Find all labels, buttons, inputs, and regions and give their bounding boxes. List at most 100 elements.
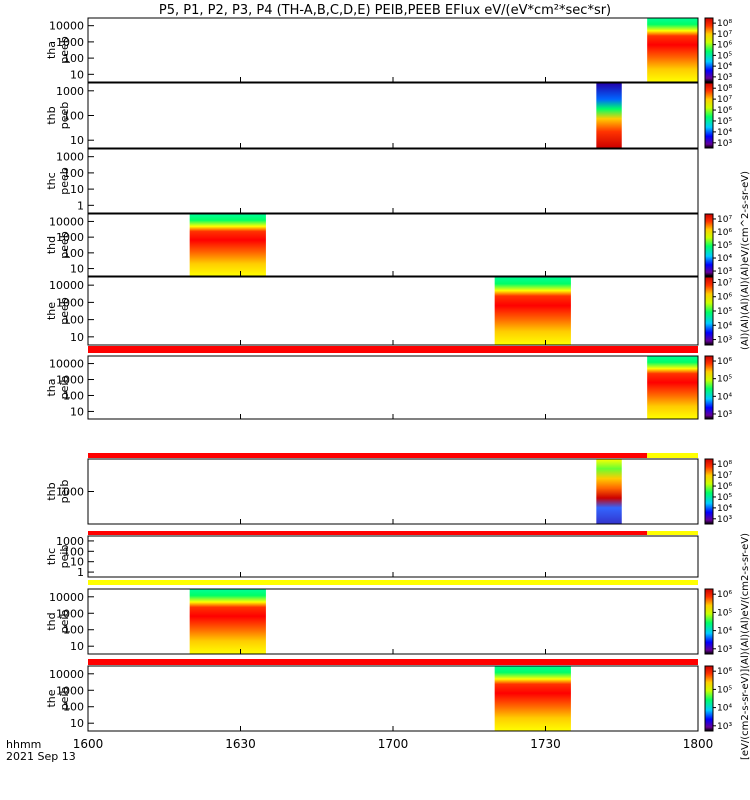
colorbar [704,276,714,346]
panel-thc-peeb: 1 10 100 1000 thc peeb [45,148,699,214]
colorbar-tick-label: 10⁴ [717,128,732,138]
colorbar-tick-label: 10⁸ [717,19,732,29]
colorbar-tick-label: 10⁶ [717,41,732,51]
y-tick-label: 100 [63,110,84,123]
y-tick-label: 10 [70,331,84,344]
colorbar-tick-label: 10⁴ [717,627,732,637]
panel-frame [87,276,699,346]
status-bar-yellow [647,531,698,535]
x-tick-label: 1630 [225,737,256,751]
spectrogram-block [596,83,622,148]
spectrogram-block [647,356,698,419]
panel-frame [87,17,699,83]
panel-frame [87,665,699,732]
colorbar-tick-label: 10⁷ [717,95,732,105]
status-bar-red [88,659,698,665]
colorbar-tick-label: 10³ [717,645,732,655]
colorbar-tick-label: 10⁶ [717,590,732,600]
panel-ylabel: peeb [58,231,71,259]
y-tick-label: 10000 [49,668,84,681]
colorbar-tick-label: 10⁶ [717,482,732,492]
y-tick-label: 1000 [56,486,84,499]
panel-thd-peib: 10 100 1000 10000 thd peib 10³ 10⁴ 10⁵ 10⁶ [45,580,732,655]
panel-ylabel: tha [45,378,58,396]
colorbar [704,458,714,525]
colorbar-tick-label: 10⁵ [717,51,732,61]
colorbar-tick-label: 10⁵ [717,307,732,317]
y-tick-label: 1 [77,199,84,212]
y-tick-label: 100 [63,545,84,558]
colorbar-tick-label: 10⁷ [717,30,732,40]
time-axis: 1600 1630 1700 1730 1800 [73,737,714,751]
colorbar-tick-label: 10⁶ [717,293,732,303]
y-tick-label: 10 [70,405,84,418]
panel-frame [87,458,699,525]
colorbar-label-peeb: (Al)(Al)(Al)(Al)(Al)eV/(cm^2-s-sr-eV) [740,171,750,350]
colorbar-tick-label: 10⁵ [717,117,732,127]
x-tick-label: 1700 [378,737,409,751]
y-tick-label: 1000 [56,85,84,98]
spectrogram-block [596,459,622,524]
panel-frame [87,535,699,578]
colorbar-tick-label: 10³ [717,336,732,346]
colorbar-tick-label: 10⁶ [717,106,732,116]
colorbar [704,17,714,83]
panel-ylabel: peib [58,545,71,569]
y-tick-label: 100 [63,247,84,260]
panel-tha-peib: 10 100 1000 10000 tha peib 10³ 10⁴ 10⁵ 10⁶ [45,346,732,420]
status-bar-red [88,531,648,535]
y-tick-label: 10 [70,263,84,276]
panel-ylabel: peeb [58,102,71,130]
panel-ylabel: the [45,302,58,320]
colorbar-tick-label: 10⁵ [717,241,732,251]
colorbar-tick-label: 10⁷ [717,215,732,225]
panel-ylabel: peeb [58,167,71,195]
y-tick-label: 10000 [49,215,84,228]
plot-title: P5, P1, P2, P3, P4 (TH-A,B,C,D,E) PEIB,P… [159,3,611,18]
y-tick-label: 10000 [49,358,84,371]
y-tick-label: 100 [63,389,84,402]
panel-ylabel: thd [45,612,58,630]
y-tick-label: 1000 [56,36,84,49]
colorbar-tick-label: 10⁴ [717,504,732,514]
y-tick-label: 100 [63,52,84,65]
colorbar-tick-label: 10⁶ [717,667,732,677]
panel-ylabel: thb [45,482,58,500]
colorbar-tick-label: 10⁵ [717,608,732,618]
colorbar-tick-label: 10⁸ [717,460,732,470]
colorbar-tick-label: 10⁷ [717,278,732,288]
y-tick-label: 10 [70,134,84,147]
x-tick-label: 1800 [683,737,714,751]
panel-ylabel: thc [45,172,58,189]
y-tick-label: 100 [63,314,84,327]
colorbar [704,82,714,149]
panel-ylabel: thd [45,236,58,254]
date-label: 2021 Sep 13 [6,750,76,763]
colorbar-tick-label: 10³ [717,410,732,420]
y-tick-label: 10 [70,717,84,730]
colorbar-tick-label: 10³ [717,267,732,277]
colorbar-tick-label: 10³ [717,515,732,525]
colorbar-tick-label: 10⁸ [717,84,732,94]
status-bar-red [88,453,648,458]
panel-frame [87,355,699,420]
y-tick-label: 1000 [56,684,84,697]
panel-ylabel: thc [45,548,58,565]
spectrogram-block [494,666,571,731]
panel-ylabel: the [45,689,58,707]
spectrogram-block [189,589,266,654]
colorbar-label-peib: [eV/(cm2-s-sr-eV)](Al)(Al)(Al)eV/(cm2-s-… [740,533,750,760]
y-tick-label: 1000 [56,607,84,620]
y-tick-label: 10 [70,640,84,653]
panel-frame [87,588,699,655]
panel-ylabel: peib [58,376,71,400]
colorbar-tick-label: 10⁴ [717,704,732,714]
panel-the-peeb: 10 100 1000 10000 the peeb 10³ 10⁴ 10⁵ 10⁶ 10⁷ [45,276,732,346]
status-bar-yellow [88,580,698,585]
panel-the-peib: 10 100 1000 10000 the peib 10³ 10⁴ 10⁵ 10⁶ [45,659,732,732]
colorbar-tick-label: 10⁴ [717,321,732,331]
colorbar [704,355,714,420]
